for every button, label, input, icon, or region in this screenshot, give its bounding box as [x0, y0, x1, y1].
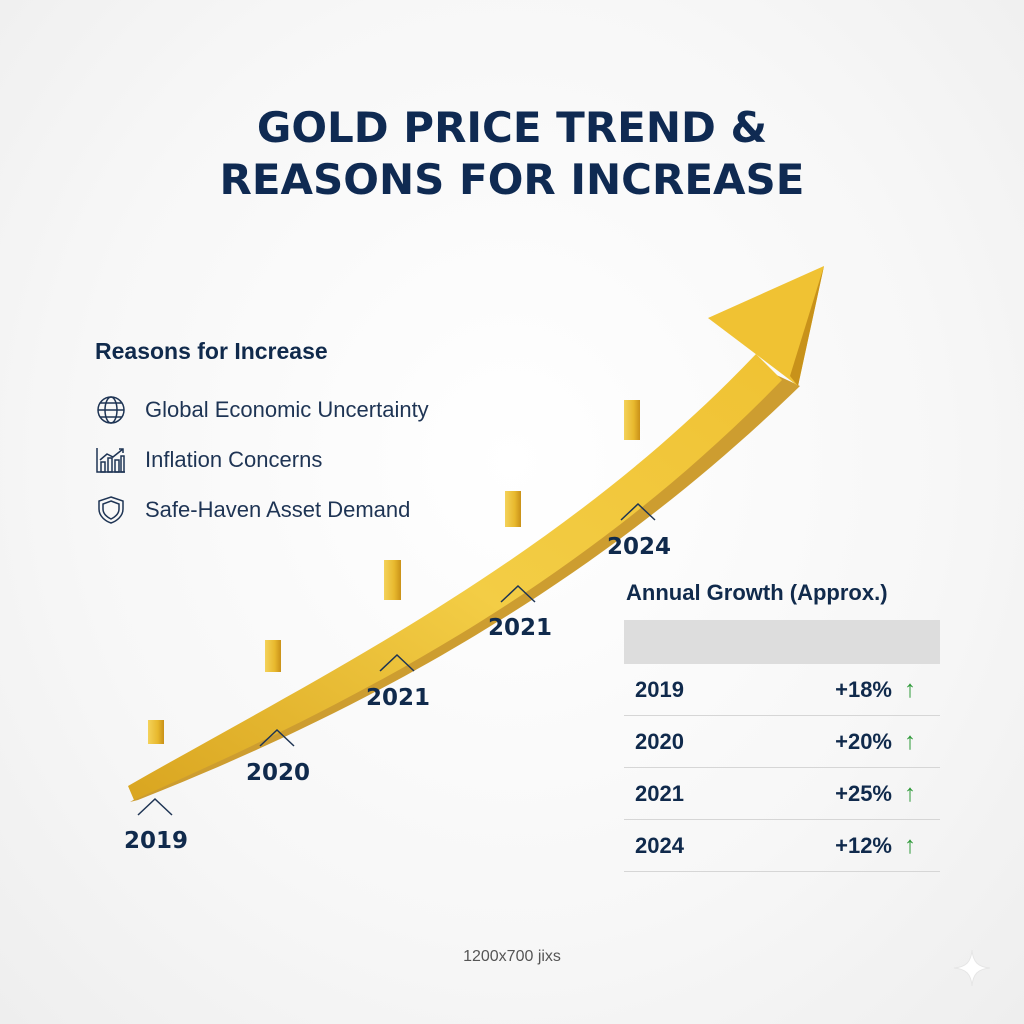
row-year: 2024 [635, 832, 684, 858]
caret-2021b [500, 584, 536, 603]
year-label-2020: 2020 [246, 760, 311, 786]
row-value-wrap: +20% ↑ [835, 728, 916, 756]
row-value: +18% [835, 676, 892, 702]
reason-item: Inflation Concerns [95, 435, 429, 485]
arrow-head-side [790, 266, 824, 386]
year-label-2019: 2019 [124, 828, 189, 854]
growth-header-bar [624, 620, 940, 664]
year-label-2021a: 2021 [366, 685, 431, 711]
gold-bar-2019 [148, 720, 164, 744]
footer-caption: 1200x700 jixs [463, 948, 561, 965]
title-line-2: REASONS FOR INCREASE [219, 155, 805, 204]
year-markers [137, 502, 656, 816]
row-year: 2019 [635, 676, 684, 702]
shield-icon [95, 494, 127, 526]
gold-bar-2021b [505, 491, 521, 527]
page-title: GOLD PRICE TREND & REASONS FOR INCREASE [0, 102, 1024, 206]
gold-bar-2020 [265, 640, 281, 672]
row-year: 2020 [635, 728, 684, 754]
year-label-2021b: 2021 [488, 615, 553, 641]
annual-growth-table: Annual Growth (Approx.) 2019 +18% ↑ 2020… [624, 580, 940, 872]
table-row: 2024 +12% ↑ [624, 820, 940, 872]
reason-label: Global Economic Uncertainty [145, 397, 429, 422]
arrow-body [128, 354, 782, 800]
arrow-up-icon: ↑ [904, 831, 916, 859]
arrow-head [708, 266, 824, 386]
caret-2021a [379, 653, 415, 672]
table-row: 2021 +25% ↑ [624, 768, 940, 820]
year-label-2024: 2024 [607, 534, 672, 560]
caret-2019 [137, 797, 173, 816]
table-row: 2019 +18% ↑ [624, 664, 940, 716]
gold-bar-2021a [384, 560, 401, 600]
reasons-heading: Reasons for Increase [95, 338, 328, 364]
gold-bar-2024 [624, 400, 640, 440]
reason-item: Safe-Haven Asset Demand [95, 485, 429, 535]
caret-2020 [259, 728, 295, 747]
row-value: +20% [835, 728, 892, 754]
row-value-wrap: +25% ↑ [835, 780, 916, 808]
reasons-panel: Reasons for Increase Global Economic Unc… [95, 338, 429, 535]
arrow-up-icon: ↑ [904, 779, 916, 807]
row-value: +12% [835, 832, 892, 858]
row-value: +25% [835, 780, 892, 806]
globe-icon [95, 394, 127, 426]
reason-item: Global Economic Uncertainty [95, 385, 429, 435]
table-row: 2020 +20% ↑ [624, 716, 940, 768]
arrow-up-icon: ↑ [904, 727, 916, 755]
arrow-up-icon: ↑ [904, 675, 916, 703]
gold-bars [148, 400, 640, 744]
growth-heading: Annual Growth (Approx.) [626, 580, 888, 605]
row-year: 2021 [635, 780, 684, 806]
reason-label: Inflation Concerns [145, 447, 323, 472]
reason-label: Safe-Haven Asset Demand [145, 497, 411, 522]
title-line-1: GOLD PRICE TREND & [256, 103, 768, 152]
caret-2024 [620, 502, 656, 521]
row-value-wrap: +12% ↑ [835, 832, 916, 860]
sparkle-icon [953, 949, 991, 987]
row-value-wrap: +18% ↑ [835, 676, 916, 704]
chart-icon [95, 444, 127, 476]
